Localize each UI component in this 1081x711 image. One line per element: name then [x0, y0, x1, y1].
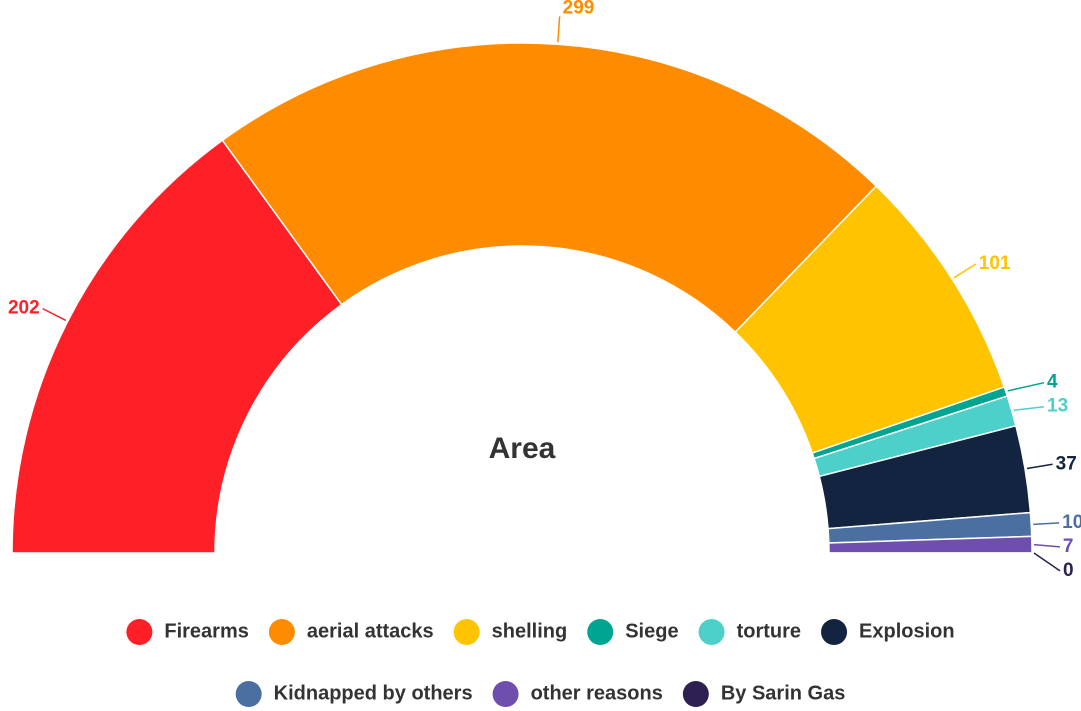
legend-label: Explosion — [859, 620, 955, 642]
leader-line — [1033, 522, 1060, 526]
legend-marker — [453, 619, 480, 645]
legend-label: torture — [737, 620, 801, 642]
data-label: 202 — [8, 298, 40, 319]
legend-label: aerial attacks — [307, 620, 434, 642]
leader-line — [1026, 463, 1053, 470]
legend-label: shelling — [492, 620, 568, 642]
data-label: 0 — [1063, 560, 1074, 581]
data-label: 299 — [563, 0, 595, 18]
leader-line — [1033, 543, 1060, 548]
legend-marker — [235, 681, 262, 707]
chart-title: Area — [489, 432, 556, 465]
legend-marker — [587, 619, 614, 645]
legend-label: Firearms — [164, 620, 249, 642]
leader-line — [42, 307, 67, 322]
data-label: 4 — [1047, 372, 1058, 393]
legend-marker — [492, 681, 519, 707]
slice — [11, 139, 343, 554]
data-label: 37 — [1056, 453, 1077, 474]
legend-marker — [268, 619, 295, 645]
leader-line — [953, 263, 977, 279]
legend-label: other reasons — [531, 682, 663, 704]
data-label: 10 — [1062, 512, 1081, 533]
data-label: 101 — [979, 253, 1011, 274]
slice — [221, 42, 878, 334]
legend-label: Kidnapped by others — [274, 682, 473, 704]
leader-line — [1033, 552, 1061, 572]
legend-label: Siege — [625, 620, 678, 642]
legend-marker — [821, 619, 848, 645]
legend-marker — [126, 619, 153, 645]
leader-line — [1013, 405, 1045, 412]
legend-marker — [682, 681, 709, 707]
legend-marker — [698, 619, 725, 645]
leader-line — [557, 16, 561, 43]
leader-line — [1007, 381, 1045, 392]
legend-label: By Sarin Gas — [721, 682, 846, 704]
data-label: 7 — [1063, 536, 1074, 557]
data-label: 13 — [1047, 396, 1068, 417]
